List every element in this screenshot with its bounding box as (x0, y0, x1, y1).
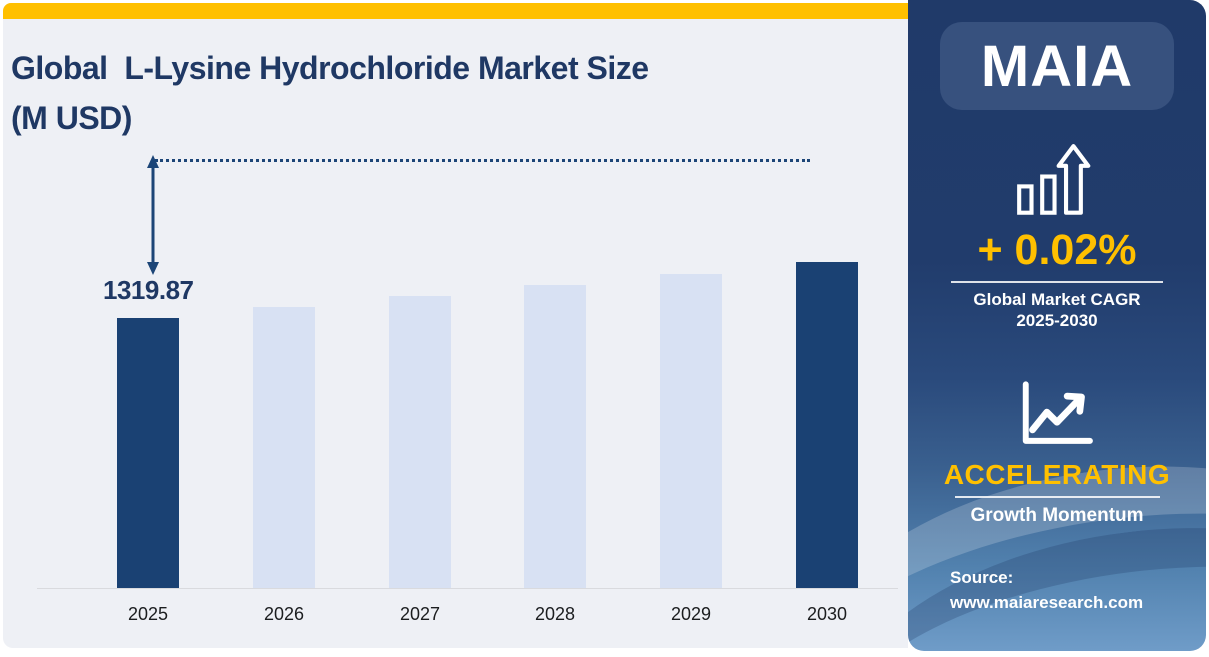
source-url: www.maiaresearch.com (950, 593, 1144, 612)
source-label: Source: (950, 568, 1014, 587)
cagr-label-line2: 2025-2030 (1016, 311, 1098, 330)
x-tick-2026: 2026 (263, 604, 305, 624)
bar-2029 (660, 274, 722, 588)
bar-growth-arrow-icon (1017, 144, 1091, 215)
bar-2030 (796, 262, 858, 588)
momentum-divider (954, 496, 1160, 498)
x-tick-2027: 2027 (399, 604, 441, 624)
double-arrow-icon (147, 155, 159, 275)
momentum-value: ACCELERATING (943, 459, 1171, 490)
accent-strip (3, 3, 908, 19)
sidebar-panel: MAIA + 0.02% Global Market CAGR 2025-2030… (908, 0, 1206, 651)
x-tick-2025: 2025 (127, 604, 169, 624)
cagr-label: Global Market CAGR 2025-2030 (973, 289, 1140, 331)
page-title-line2: (M USD) (11, 100, 132, 136)
logo-box: MAIA (940, 22, 1174, 110)
bar-2026 (253, 307, 315, 588)
x-tick-2028: 2028 (534, 604, 576, 624)
page-title: Global L-Lysine Hydrochloride Market Siz… (11, 43, 831, 143)
line-chart-up-icon (1022, 381, 1093, 444)
x-axis-line (37, 588, 898, 589)
x-tick-2029: 2029 (670, 604, 712, 624)
chart-card: Global L-Lysine Hydrochloride Market Siz… (3, 3, 908, 648)
data-label-2025: 1319.87 (103, 275, 194, 305)
growth-dotted-line (155, 159, 810, 162)
logo-text: MAIA (980, 33, 1134, 99)
cagr-value: + 0.02% (977, 226, 1137, 274)
x-tick-2030: 2030 (806, 604, 848, 624)
cagr-divider (951, 281, 1163, 283)
bar-2028 (524, 285, 586, 588)
bar-2027 (389, 296, 451, 588)
page-title-line1: Global L-Lysine Hydrochloride Market Siz… (11, 50, 649, 86)
momentum-label: Growth Momentum (970, 505, 1144, 526)
cagr-label-line1: Global Market CAGR (973, 290, 1141, 309)
source-block: Source: www.maiaresearch.com (950, 565, 1143, 615)
bar-2025 (117, 318, 179, 588)
